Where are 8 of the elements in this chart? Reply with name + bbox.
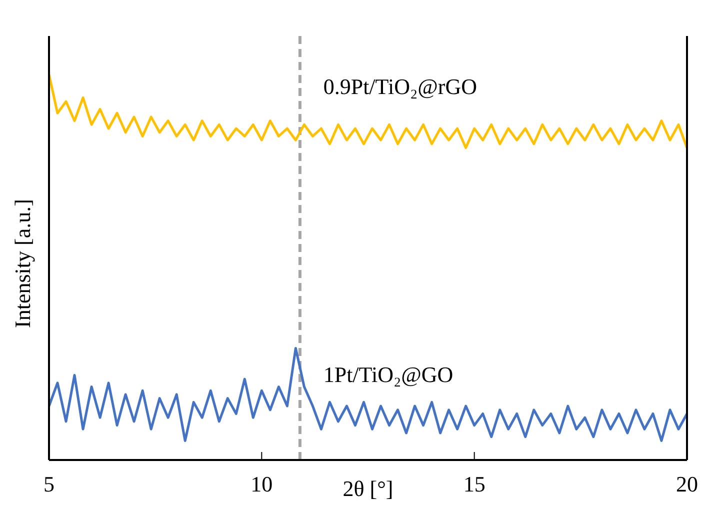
x-tick-label: 20 bbox=[676, 472, 698, 497]
x-tick-label: 5 bbox=[44, 472, 54, 497]
y-axis-title: Intensity [a.u.] bbox=[10, 199, 35, 328]
series-label: 0.9Pt/TiO₂@rGO bbox=[323, 74, 477, 100]
x-axis-title: 2θ [°] bbox=[342, 476, 394, 501]
x-tick-label: 15 bbox=[463, 472, 486, 497]
series-label: 1Pt/TiO₂@GO bbox=[323, 362, 454, 388]
x-tick-label: 10 bbox=[250, 472, 273, 497]
